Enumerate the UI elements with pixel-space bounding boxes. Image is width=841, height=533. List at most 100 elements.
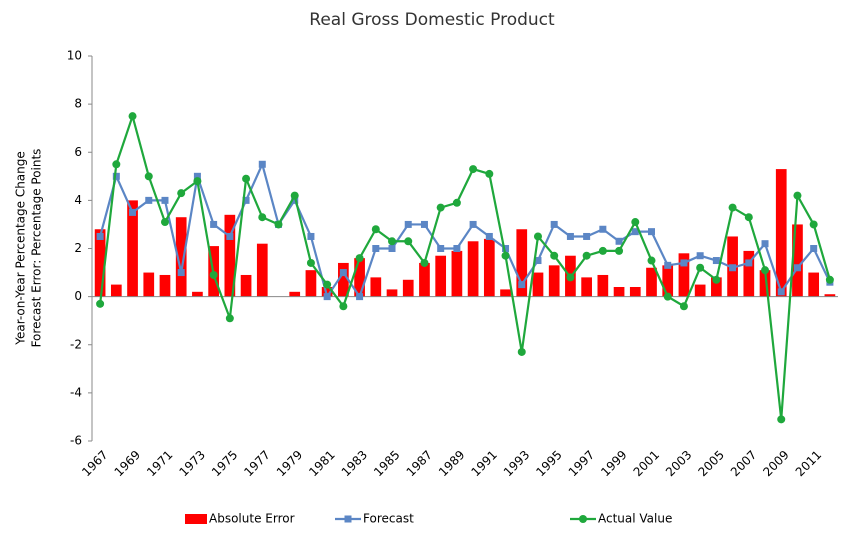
marker	[306, 258, 315, 267]
marker	[226, 232, 234, 240]
y-tick-label: 8	[74, 97, 82, 111]
bar	[305, 270, 317, 297]
bar	[532, 272, 544, 297]
marker	[258, 160, 266, 168]
y-tick-label: -2	[70, 337, 82, 351]
y-axis-label: Year-on-Year Percentage Change	[14, 151, 28, 346]
marker	[404, 237, 413, 246]
bar	[256, 243, 268, 297]
marker	[242, 174, 251, 183]
bar	[678, 253, 690, 297]
marker	[469, 220, 477, 228]
marker	[323, 293, 331, 301]
x-tick-label: 1997	[566, 448, 597, 479]
x-tick-label: 1987	[404, 448, 435, 479]
marker	[631, 218, 640, 227]
marker	[258, 213, 267, 222]
marker	[744, 213, 753, 222]
marker	[663, 292, 672, 301]
x-tick-label: 2003	[663, 448, 694, 479]
marker	[145, 196, 153, 204]
marker	[177, 189, 186, 198]
bar	[694, 284, 706, 297]
marker	[745, 259, 753, 267]
bar	[646, 267, 657, 297]
marker	[307, 232, 315, 240]
y-tick-label: -4	[70, 385, 82, 399]
marker	[485, 232, 493, 240]
legend-label: Absolute Error	[209, 512, 295, 526]
marker	[291, 196, 299, 204]
bar	[289, 291, 301, 297]
bar	[662, 265, 674, 297]
bar	[321, 287, 333, 297]
marker	[825, 275, 834, 284]
marker	[550, 251, 559, 260]
marker	[274, 220, 283, 229]
marker	[452, 198, 461, 207]
marker	[356, 293, 364, 301]
x-tick-label: 1981	[306, 448, 337, 479]
bar	[792, 224, 803, 297]
bar	[402, 279, 414, 297]
marker	[339, 269, 347, 277]
x-tick-label: 1969	[112, 448, 143, 479]
marker	[517, 347, 526, 356]
marker	[582, 251, 591, 260]
line	[99, 112, 831, 420]
marker	[355, 254, 364, 263]
bar	[483, 238, 495, 297]
bar	[370, 277, 382, 297]
bar	[451, 250, 463, 297]
bar	[224, 214, 236, 297]
x-tick-label: 1995	[533, 448, 564, 479]
bar	[711, 277, 722, 297]
marker	[177, 269, 185, 277]
legend-swatch	[579, 515, 587, 523]
bar	[581, 277, 592, 297]
x-tick-label: 1971	[144, 448, 175, 479]
marker	[664, 261, 672, 269]
bar	[597, 274, 609, 297]
marker	[420, 220, 428, 228]
y-tick-label: 10	[67, 49, 82, 63]
marker	[648, 228, 655, 236]
bar	[192, 291, 203, 297]
marker	[615, 237, 623, 245]
x-tick-label: 1975	[209, 448, 240, 479]
marker	[777, 415, 786, 424]
marker	[112, 172, 120, 180]
bar	[159, 274, 171, 297]
bar	[548, 265, 560, 297]
marker	[680, 259, 688, 267]
bar	[127, 200, 138, 297]
marker	[534, 257, 542, 265]
legend-label: Forecast	[363, 512, 414, 526]
bar	[435, 255, 447, 297]
marker	[210, 220, 218, 228]
bar	[808, 272, 820, 297]
legend-swatch	[185, 514, 207, 524]
marker	[712, 275, 721, 284]
marker	[128, 112, 137, 121]
marker	[583, 232, 591, 240]
line	[99, 161, 831, 300]
x-tick-label: 1977	[241, 448, 272, 479]
bar	[386, 289, 398, 297]
x-tick-label: 1999	[598, 448, 629, 479]
marker	[615, 246, 624, 255]
marker	[436, 203, 445, 212]
marker	[372, 245, 380, 252]
x-tick-label: 2007	[728, 448, 759, 479]
marker	[809, 220, 818, 229]
x-tick-label: 2005	[695, 448, 726, 479]
marker	[160, 218, 169, 227]
legend-label: Actual Value	[598, 512, 672, 526]
marker	[453, 245, 461, 252]
marker	[631, 228, 639, 236]
bar	[759, 270, 771, 297]
marker	[469, 165, 478, 174]
legend-swatch	[344, 515, 352, 523]
bar	[338, 262, 349, 297]
bar	[743, 250, 755, 297]
